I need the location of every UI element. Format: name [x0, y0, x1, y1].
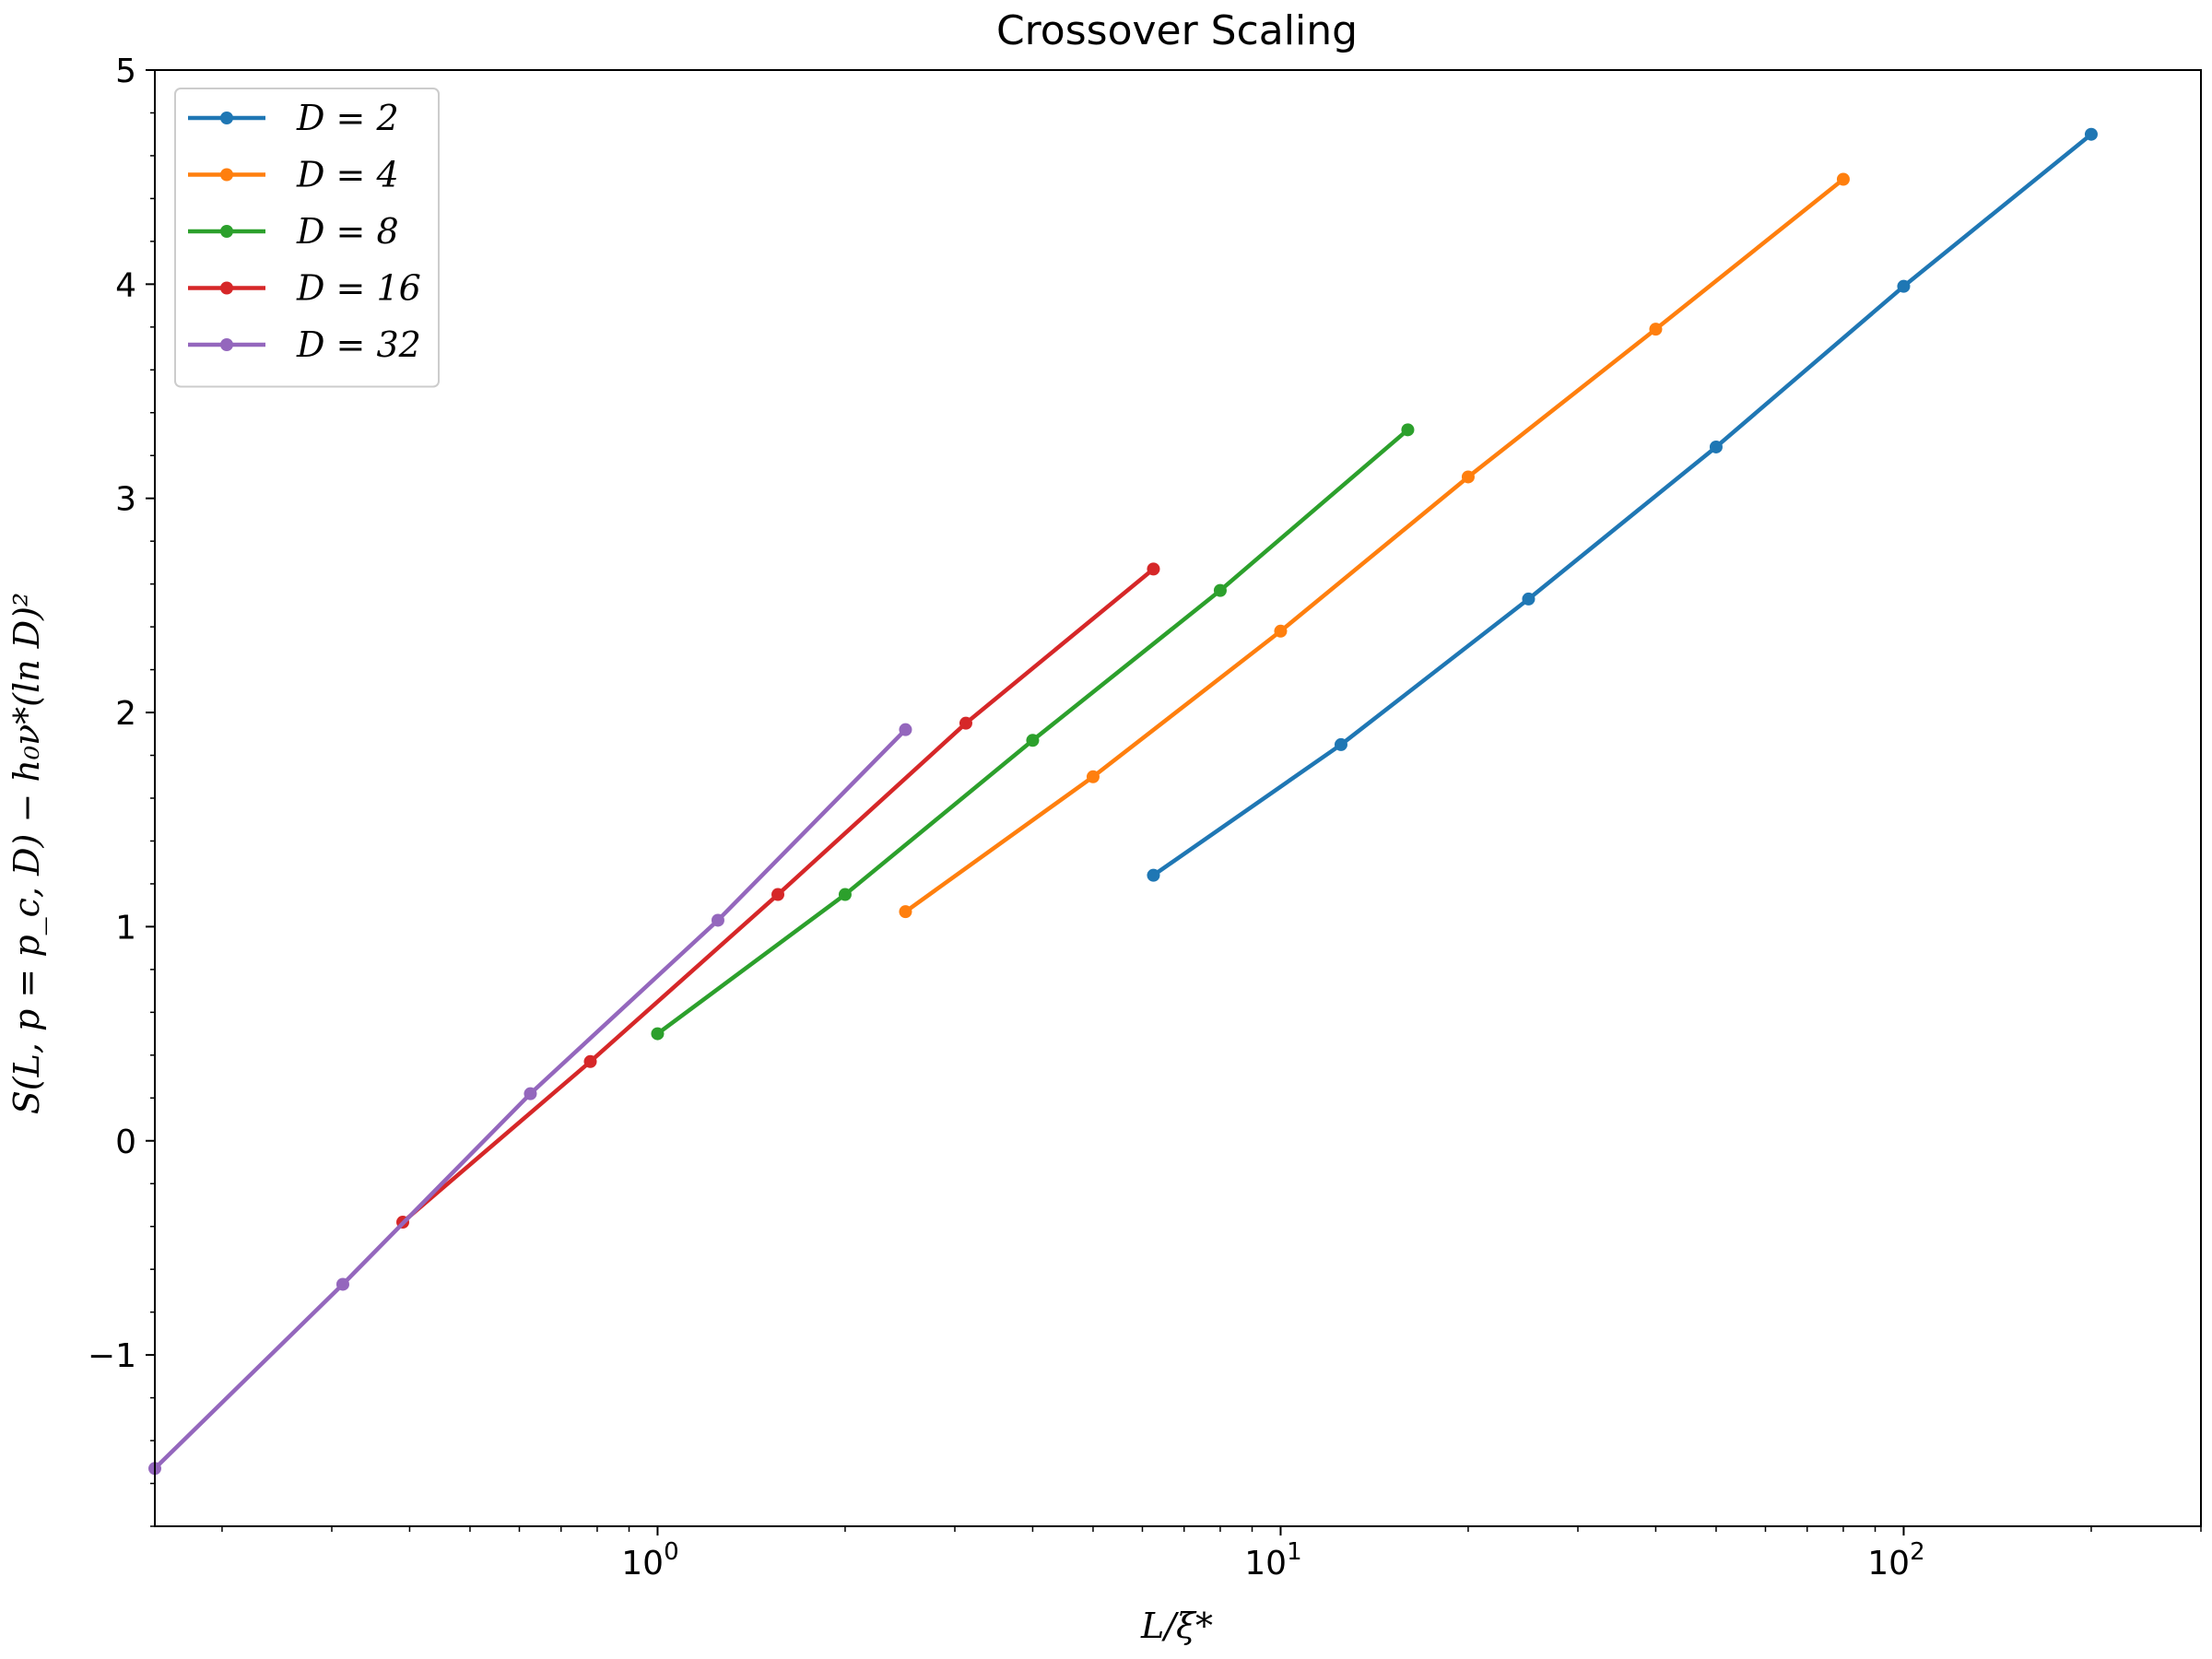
data-point [2084, 127, 2098, 141]
data-point [1334, 737, 1347, 751]
x-tick-label: 102 [1867, 1538, 1924, 1583]
x-tick-label: 100 [621, 1538, 678, 1583]
series-4 [396, 562, 1160, 1230]
data-point [1401, 423, 1415, 437]
plot-area [148, 127, 2098, 1476]
data-point [1274, 624, 1288, 638]
x-axis-label: L/ξ* [1140, 1606, 1213, 1646]
series-5 [148, 723, 912, 1476]
legend-marker [220, 338, 233, 351]
series-2 [899, 172, 1850, 919]
data-point [959, 716, 972, 730]
legend: D = 2 D = 4 D = 8 D = 16 D = 32 [174, 88, 440, 388]
y-tick-label: 0 [115, 1124, 136, 1161]
y-axis: −1 0 1 2 3 4 5 [88, 53, 155, 1527]
data-point [1213, 583, 1227, 597]
data-point [838, 888, 852, 901]
legend-item: D = 8 [188, 211, 399, 252]
data-point [1147, 868, 1160, 882]
data-point [899, 905, 912, 919]
data-point [1147, 562, 1160, 576]
series-3 [651, 423, 1415, 1041]
legend-label: D = 32 [296, 324, 421, 365]
y-tick-label: 2 [115, 695, 136, 733]
y-tick-label: 5 [115, 53, 136, 90]
data-point [651, 1027, 665, 1041]
data-point [1026, 734, 1040, 747]
legend-marker [220, 112, 233, 124]
data-point [771, 888, 785, 901]
data-point [583, 1054, 597, 1068]
legend-label: D = 2 [296, 98, 399, 138]
chart-title: Crossover Scaling [996, 7, 1358, 54]
data-point [1086, 770, 1100, 783]
legend-item: D = 4 [188, 155, 399, 195]
data-point [711, 913, 724, 927]
legend-label: D = 8 [296, 211, 399, 252]
data-point [1836, 172, 1850, 186]
y-tick-label: −1 [88, 1337, 136, 1375]
data-point [1461, 470, 1475, 484]
legend-marker [220, 225, 233, 238]
data-point [1649, 323, 1663, 336]
legend-box [174, 88, 440, 388]
legend-label: D = 16 [296, 268, 421, 309]
legend-item: D = 16 [188, 268, 421, 309]
series-1 [1147, 127, 2098, 882]
series-line [655, 428, 1410, 1036]
legend-item: D = 32 [188, 324, 421, 365]
legend-label: D = 4 [296, 155, 399, 195]
series-line [1151, 132, 2094, 877]
data-point [524, 1087, 537, 1100]
plot-frame [154, 69, 2202, 1527]
data-point [899, 723, 912, 736]
y-tick-label: 4 [115, 266, 136, 304]
x-axis: 100 101 102 [221, 1526, 2202, 1583]
legend-marker [220, 168, 233, 182]
y-axis-label: S(L, p = p_c, D) − h₀ν*(ln D)² [6, 593, 48, 1115]
y-tick-label: 3 [115, 481, 136, 519]
x-tick-label: 101 [1244, 1538, 1301, 1583]
data-point [1522, 592, 1535, 606]
legend-marker [220, 281, 233, 295]
legend-item: D = 2 [188, 98, 399, 138]
y-tick-label: 1 [115, 909, 136, 947]
data-point [335, 1277, 349, 1291]
series-line [903, 177, 1846, 914]
data-point [1897, 279, 1911, 293]
data-point [1709, 440, 1723, 453]
